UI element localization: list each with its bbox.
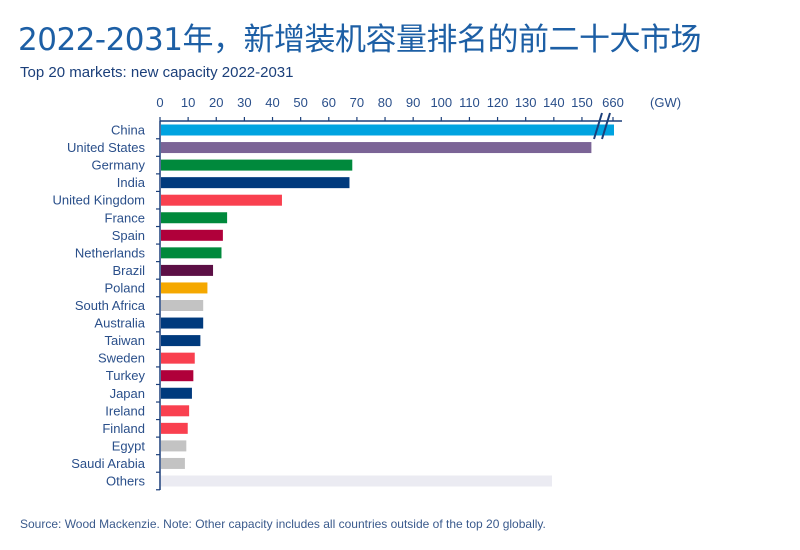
category-label: China xyxy=(111,123,146,138)
bar-japan xyxy=(161,387,192,399)
bar-saudi-arabia xyxy=(161,457,185,469)
category-label: United States xyxy=(67,140,146,155)
category-label: Ireland xyxy=(105,403,145,418)
category-label: France xyxy=(105,210,145,225)
x-tick-label: 90 xyxy=(406,95,420,110)
category-label: United Kingdom xyxy=(53,193,146,208)
bar-taiwan xyxy=(161,335,201,347)
category-label: Turkey xyxy=(106,368,146,383)
bar-united-kingdom xyxy=(161,194,282,206)
x-tick-label: 20 xyxy=(209,95,223,110)
bar-brazil xyxy=(161,264,214,276)
bar-france xyxy=(161,212,228,224)
category-label: Brazil xyxy=(112,263,145,278)
x-tick-label: 50 xyxy=(293,95,307,110)
category-label: Germany xyxy=(92,158,146,173)
x-tick-label: 110 xyxy=(459,95,480,110)
x-tick-label: 80 xyxy=(378,95,392,110)
x-tick-label: 40 xyxy=(265,95,279,110)
axis-break-mark xyxy=(601,112,611,140)
category-label: Taiwan xyxy=(105,333,145,348)
x-tick-label: 120 xyxy=(487,95,509,110)
category-label: Netherlands xyxy=(75,245,146,260)
bar-germany xyxy=(161,159,353,171)
bar-united-states xyxy=(161,142,592,154)
x-tick-label: 130 xyxy=(515,95,537,110)
category-label: Others xyxy=(106,474,146,489)
bar-turkey xyxy=(161,370,194,382)
chart-subtitle: Top 20 markets: new capacity 2022-2031 xyxy=(20,64,294,81)
category-label: Japan xyxy=(110,386,145,401)
bar-ireland xyxy=(161,405,190,417)
chart-title: 2022-2031年，新增装机容量排名的前二十大市场 xyxy=(18,22,701,58)
category-label: India xyxy=(117,175,146,190)
bar-australia xyxy=(161,317,204,329)
category-label: Egypt xyxy=(112,438,146,453)
bar-spain xyxy=(161,229,223,241)
category-label: Finland xyxy=(102,421,145,436)
x-tick-label: 150 xyxy=(571,95,593,110)
category-label: Saudi Arabia xyxy=(71,456,145,471)
x-tick-label: 10 xyxy=(181,95,195,110)
bar-others xyxy=(161,475,553,487)
category-label: Sweden xyxy=(98,351,145,366)
bar-egypt xyxy=(161,440,187,452)
category-label: Spain xyxy=(112,228,145,243)
bar-finland xyxy=(161,422,188,434)
source-note: Source: Wood Mackenzie. Note: Other capa… xyxy=(20,517,546,531)
x-tick-label: 70 xyxy=(350,95,364,110)
x-tick-label: 140 xyxy=(543,95,565,110)
bar-netherlands xyxy=(161,247,222,259)
x-axis-unit: (GW) xyxy=(650,95,681,110)
category-label: Poland xyxy=(105,280,145,295)
category-label: South Africa xyxy=(75,298,146,313)
x-tick-label: 660 xyxy=(602,95,624,110)
bar-sweden xyxy=(161,352,195,364)
bar-south-africa xyxy=(161,300,204,311)
category-label: Australia xyxy=(94,316,145,331)
bar-poland xyxy=(161,282,208,294)
x-tick-label: 0 xyxy=(156,95,163,110)
bar-india xyxy=(161,177,350,189)
bar-china xyxy=(161,124,614,136)
x-tick-label: 100 xyxy=(430,95,452,110)
axis-break-mark xyxy=(593,112,603,140)
x-tick-label: 60 xyxy=(322,95,336,110)
x-tick-label: 30 xyxy=(237,95,251,110)
